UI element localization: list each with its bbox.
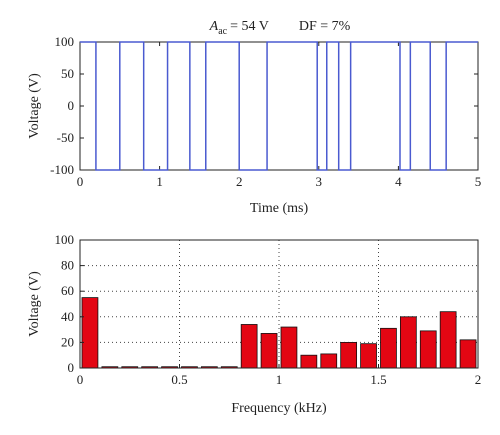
spectrum-bar	[240, 324, 258, 369]
voltage-waveform-line	[80, 41, 478, 171]
spectrum-bar	[300, 354, 318, 369]
y-tick-label: 20	[61, 334, 74, 349]
spectrum-bar	[81, 297, 99, 369]
title-symbol: A	[209, 19, 219, 34]
spectrum-bar	[439, 311, 457, 369]
spectrum-bar	[380, 327, 397, 369]
x-axis-label: Frequency (kHz)	[231, 401, 327, 416]
y-tick-label: 60	[61, 283, 74, 298]
x-tick-label: 1	[276, 372, 283, 387]
x-tick-label: 3	[316, 174, 323, 189]
y-axis-label: Voltage (V)	[27, 271, 42, 337]
y-tick-label: 0	[68, 98, 75, 113]
plot-area	[79, 41, 479, 171]
grid-group	[80, 240, 478, 368]
spectrum-bar	[320, 353, 338, 369]
y-tick-label: 80	[61, 258, 74, 273]
y-axis-label: Voltage (V)	[27, 73, 42, 139]
y-tick-label: 100	[55, 232, 75, 247]
x-tick-label: 2	[475, 372, 482, 387]
x-tick-label: 1.5	[370, 372, 386, 387]
spectrum-bar	[459, 339, 477, 369]
title-duty-factor: DF = 7%	[299, 19, 351, 34]
x-tick-label: 0.5	[171, 372, 187, 387]
title-amplitude: = 54 V	[230, 19, 269, 34]
spectrum-bar	[280, 326, 298, 369]
x-tick-label: 4	[395, 174, 402, 189]
spectrum-bar	[419, 330, 437, 369]
y-tick-group: 0 20 40 60 80 100	[55, 232, 84, 375]
series-group	[80, 41, 478, 171]
x-tick-label: 0	[77, 372, 84, 387]
y-tick-label: 40	[61, 309, 74, 324]
x-tick-group: 0 0.5 1 1.5 2	[77, 364, 482, 387]
time-domain-chart: Aac = 54 V DF = 7% 0 1 2 3 4 5 -100 -50 0 50 100 Ti…	[27, 19, 481, 216]
x-tick-label: 5	[475, 174, 482, 189]
y-tick-label: 50	[61, 66, 74, 81]
y-tick-group: -100 -50 0 50 100	[50, 34, 478, 177]
x-tick-label: 1	[156, 174, 163, 189]
spectrum-bar	[260, 333, 278, 369]
y-tick-label: -50	[57, 130, 74, 145]
chart-title: Aac = 54 V DF = 7%	[209, 19, 351, 37]
y-tick-label: -100	[50, 162, 74, 177]
title-symbol-subscript: ac	[218, 26, 227, 37]
frequency-spectrum-chart: 0 0.5 1 1.5 2 0 20 40 60 80 100 Frequency (kHz) V…	[27, 232, 481, 416]
y-tick-label: 100	[55, 34, 75, 49]
y-tick-label: 0	[68, 360, 75, 375]
spectrum-bar	[340, 341, 358, 369]
spectrum-bar	[399, 316, 417, 369]
x-tick-label: 2	[236, 174, 243, 189]
spectrum-bar	[360, 343, 377, 369]
x-axis-label: Time (ms)	[250, 201, 309, 216]
x-tick-label: 0	[77, 174, 84, 189]
